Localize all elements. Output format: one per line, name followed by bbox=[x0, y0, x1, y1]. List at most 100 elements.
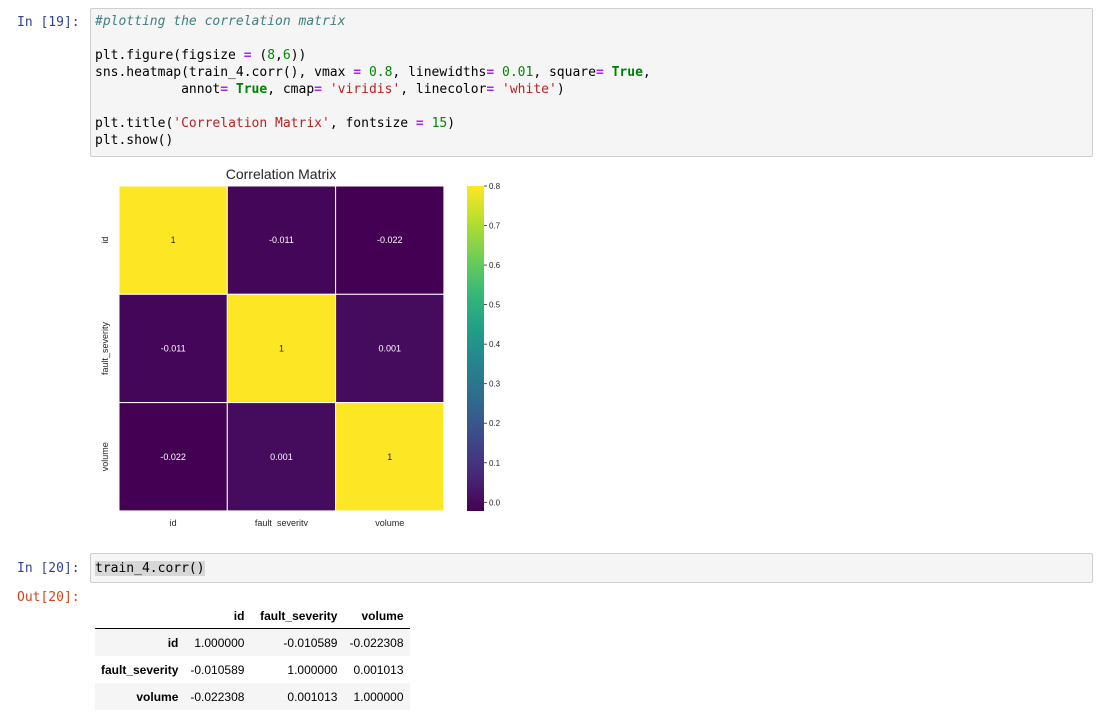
table-cell: 0.001013 bbox=[353, 662, 404, 677]
code-token bbox=[322, 82, 330, 97]
colorbar bbox=[467, 186, 484, 511]
table-header-row: id fault_severity volume bbox=[95, 604, 410, 629]
code-token: 6 bbox=[282, 48, 291, 63]
cell-annotation: 0.001 bbox=[378, 343, 401, 353]
code-token bbox=[228, 82, 236, 97]
code-token: , linecolor bbox=[400, 82, 487, 97]
code-token: ) bbox=[447, 116, 456, 131]
table-row: volume -0.022308 0.001013 1.000000 bbox=[95, 683, 410, 710]
heatmap-cell bbox=[118, 402, 228, 512]
code-token: = bbox=[243, 48, 252, 63]
code-token: annot bbox=[95, 82, 221, 97]
code-token: #plotting the correlation matrix bbox=[95, 14, 346, 29]
colorbar-tick-label: 0.5 bbox=[489, 301, 501, 310]
heatmap-cell bbox=[118, 185, 228, 295]
code-token: )) bbox=[290, 48, 307, 63]
code-token: 'Correlation Matrix' bbox=[173, 116, 330, 131]
column-header: id bbox=[184, 604, 251, 629]
code-token: 0.8 bbox=[368, 65, 393, 80]
x-tick-label: volume bbox=[375, 518, 404, 526]
cell-annotation: -0.011 bbox=[161, 343, 186, 353]
colorbar-tick-label: 0.0 bbox=[489, 498, 501, 507]
code-token: True bbox=[611, 65, 643, 80]
y-tick-label: volume bbox=[100, 442, 110, 471]
code-token: = bbox=[353, 65, 362, 80]
row-index: volume bbox=[136, 689, 179, 704]
code-token: ( bbox=[251, 48, 268, 63]
code-token: , fontsize bbox=[329, 116, 416, 131]
cell-annotation: 0.001 bbox=[270, 452, 293, 462]
column-header: fault_severity bbox=[250, 604, 344, 629]
code-token: , linewidths bbox=[392, 65, 487, 80]
code-token: , cmap bbox=[267, 82, 315, 97]
dataframe-table: id fault_severity volume id 1.000000 -0.… bbox=[95, 604, 410, 710]
y-tick-label: id bbox=[100, 237, 110, 244]
code-cell[interactable]: train_4.corr() bbox=[90, 553, 1093, 583]
colorbar-tick-label: 0.7 bbox=[489, 222, 501, 231]
row-index: id bbox=[167, 635, 179, 650]
y-tick-label: fault_severity bbox=[100, 321, 110, 375]
code-token: , bbox=[642, 65, 651, 80]
row-index: fault_severity bbox=[101, 662, 179, 677]
heatmap-cell bbox=[335, 402, 445, 512]
table-cell: -0.022308 bbox=[349, 635, 404, 650]
colorbar-tick-label: 0.3 bbox=[489, 380, 501, 389]
x-tick-label: fault_severity bbox=[255, 518, 309, 526]
table-cell: -0.022308 bbox=[190, 689, 245, 704]
heatmap-cell bbox=[226, 402, 337, 512]
code-token: 15 bbox=[431, 116, 448, 131]
code-token: , bbox=[275, 48, 283, 63]
colorbar-tick-label: 0.8 bbox=[489, 182, 501, 191]
cell-annotation: 1 bbox=[279, 343, 284, 353]
code-token: True bbox=[235, 82, 268, 97]
cell-annotation: 1 bbox=[171, 235, 176, 245]
input-prompt: In [20]: bbox=[17, 561, 80, 576]
output-prompt: Out[20]: bbox=[17, 590, 80, 605]
index-header bbox=[95, 604, 185, 629]
code-token: 'white' bbox=[502, 82, 557, 97]
code-token: 0.01 bbox=[502, 65, 534, 80]
code-editor[interactable]: train_4.corr() bbox=[95, 560, 205, 577]
colorbar-tick-label: 0.2 bbox=[489, 419, 501, 428]
code-token: = bbox=[220, 82, 229, 97]
table-cell: 1.000000 bbox=[194, 635, 245, 650]
heatmap-cell bbox=[335, 185, 445, 295]
table-cell: -0.010589 bbox=[283, 635, 338, 650]
cell-annotation: -0.022 bbox=[377, 235, 403, 245]
table-cell: 1.000000 bbox=[353, 689, 404, 704]
correlation-heatmap: Correlation Matrix 1 -0.011 -0.022 id -0.011… bbox=[100, 166, 501, 526]
column-header: volume bbox=[343, 604, 410, 629]
cell-annotation: -0.022 bbox=[160, 452, 186, 462]
code-token bbox=[494, 65, 502, 80]
chart-title: Correlation Matrix bbox=[226, 166, 336, 182]
code-token: plt.title( bbox=[95, 116, 174, 131]
table-cell: 1.000000 bbox=[287, 662, 338, 677]
code-token: plt.figure(figsize bbox=[95, 48, 244, 63]
code-token: = bbox=[595, 65, 604, 80]
x-tick-label: id bbox=[170, 518, 177, 526]
code-token bbox=[361, 65, 369, 80]
code-token bbox=[494, 82, 502, 97]
input-prompt: In [19]: bbox=[17, 15, 80, 30]
table-row: fault_severity -0.010589 1.000000 0.0010… bbox=[95, 656, 410, 683]
colorbar-tick-label: 0.1 bbox=[489, 459, 501, 468]
code-token: train_4.corr() bbox=[95, 561, 205, 576]
code-token bbox=[424, 116, 432, 131]
colorbar-tick-label: 0.6 bbox=[489, 261, 501, 270]
code-cell[interactable]: #plotting the correlation matrix plt.fig… bbox=[90, 8, 1093, 157]
table-cell: 0.001013 bbox=[287, 689, 338, 704]
cell-annotation: 1 bbox=[387, 452, 392, 462]
code-token bbox=[604, 65, 612, 80]
code-editor[interactable]: #plotting the correlation matrix plt.fig… bbox=[95, 13, 651, 149]
code-token: plt.show() bbox=[95, 133, 174, 148]
cell-annotation: -0.011 bbox=[269, 235, 294, 245]
table-cell: -0.010589 bbox=[190, 662, 245, 677]
colorbar-tick-label: 0.4 bbox=[489, 340, 501, 349]
table-row: id 1.000000 -0.010589 -0.022308 bbox=[95, 628, 410, 656]
code-token: = bbox=[486, 82, 495, 97]
heatmap-cell bbox=[226, 185, 337, 295]
code-token: = bbox=[415, 116, 424, 131]
code-token: = bbox=[314, 82, 322, 97]
code-token: = bbox=[486, 65, 495, 80]
code-token: 'viridis' bbox=[329, 82, 401, 97]
